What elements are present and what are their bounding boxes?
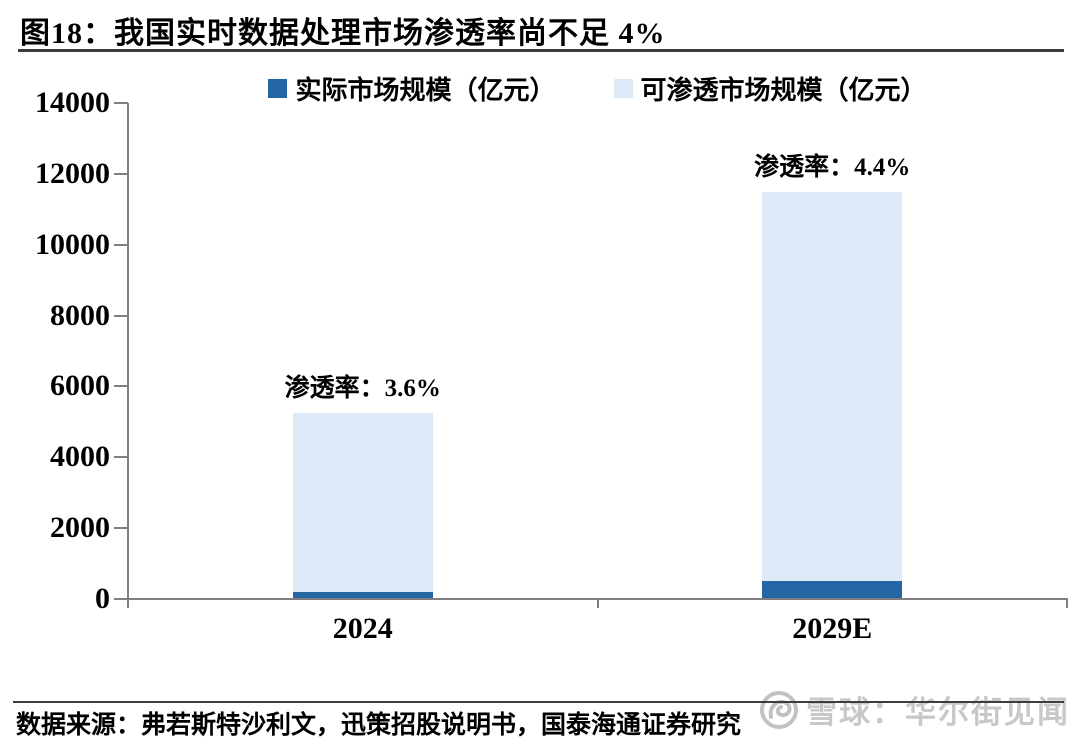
y-tick-label: 4000 xyxy=(50,440,110,474)
x-axis-line xyxy=(114,598,1068,600)
title-divider xyxy=(18,49,1064,52)
bar-actual-market xyxy=(292,592,433,599)
bar-penetrable-market xyxy=(292,413,433,599)
y-tick-mark xyxy=(114,527,128,530)
legend-swatch-actual-market xyxy=(268,79,288,98)
y-tick-label: 14000 xyxy=(35,86,110,119)
y-tick-label: 12000 xyxy=(35,156,110,190)
y-tick-mark xyxy=(114,172,128,175)
y-tick-mark xyxy=(114,385,128,388)
y-tick-mark xyxy=(114,243,128,246)
x-tick-mark xyxy=(1066,599,1068,608)
legend-swatch-penetrable-market xyxy=(613,79,633,98)
x-tick-label: 2024 xyxy=(332,612,393,645)
x-tick-label: 2029E xyxy=(792,612,873,645)
bar-penetrable-market xyxy=(762,192,903,599)
chart-legend: 实际市场规模（亿元） 可渗透市场规模（亿元） xyxy=(128,70,1067,107)
y-axis-line xyxy=(127,103,129,606)
y-tick-mark xyxy=(114,102,128,104)
y-tick-label: 2000 xyxy=(50,511,110,545)
source-note: 数据来源：弗若斯特沙利文，迅策招股说明书，国泰海通证券研究 xyxy=(16,712,742,739)
legend-label-actual-market: 实际市场规模（亿元） xyxy=(295,76,556,105)
watermark-text: 雪球：华尔街见闻 xyxy=(806,695,1070,730)
legend-item-penetrable-market: 可渗透市场规模（亿元） xyxy=(613,70,927,107)
y-tick-mark xyxy=(114,314,128,317)
bar-actual-market xyxy=(762,581,903,599)
y-tick-label: 6000 xyxy=(50,369,110,403)
footer-divider xyxy=(13,701,1064,703)
legend-item-actual-market: 实际市场规模（亿元） xyxy=(268,70,556,107)
x-tick-mark xyxy=(596,599,599,608)
xueqiu-snowball-logo-icon xyxy=(760,690,798,729)
penetration-rate-annotation: 渗透率：3.6% xyxy=(284,375,441,402)
y-tick-label: 10000 xyxy=(35,227,110,261)
y-tick-mark xyxy=(114,456,128,459)
penetration-rate-annotation: 渗透率：4.4% xyxy=(754,154,911,181)
y-tick-label: 0 xyxy=(95,582,110,615)
watermark: 雪球：华尔街见闻 xyxy=(758,687,1070,732)
y-tick-label: 8000 xyxy=(50,298,110,332)
figure-title: 图18：我国实时数据处理市场渗透率尚不足 4% xyxy=(20,17,666,50)
legend-label-penetrable-market: 可渗透市场规模（亿元） xyxy=(640,76,927,105)
